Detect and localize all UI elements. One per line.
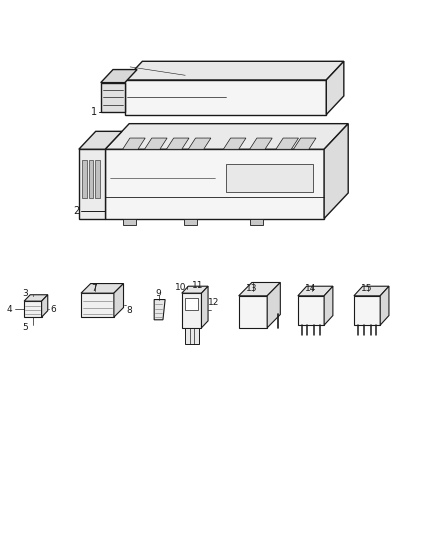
Polygon shape: [185, 298, 198, 310]
Polygon shape: [354, 286, 389, 296]
Polygon shape: [182, 286, 208, 293]
Polygon shape: [380, 286, 389, 325]
Polygon shape: [101, 69, 137, 83]
Polygon shape: [105, 124, 348, 149]
Polygon shape: [298, 286, 333, 296]
Polygon shape: [326, 61, 344, 115]
Polygon shape: [324, 286, 333, 325]
Polygon shape: [267, 282, 280, 328]
Text: 2: 2: [74, 206, 80, 215]
Polygon shape: [79, 149, 105, 219]
Text: 9: 9: [155, 289, 162, 297]
Text: 1: 1: [91, 107, 97, 117]
Text: 3: 3: [22, 289, 28, 297]
Polygon shape: [114, 284, 124, 317]
Text: 12: 12: [208, 298, 219, 307]
Text: 15: 15: [361, 285, 373, 293]
Text: 4: 4: [7, 305, 12, 313]
Polygon shape: [154, 300, 165, 320]
Polygon shape: [276, 138, 299, 149]
Polygon shape: [95, 160, 100, 198]
Polygon shape: [24, 295, 48, 301]
Polygon shape: [324, 124, 348, 219]
Polygon shape: [24, 301, 42, 317]
Text: 10: 10: [175, 284, 187, 292]
Polygon shape: [184, 219, 197, 225]
Polygon shape: [223, 138, 246, 149]
Polygon shape: [81, 293, 114, 317]
Polygon shape: [82, 160, 87, 198]
Polygon shape: [188, 138, 211, 149]
Polygon shape: [125, 61, 344, 80]
Text: 14: 14: [305, 285, 317, 293]
Polygon shape: [145, 138, 167, 149]
Polygon shape: [239, 282, 280, 296]
Polygon shape: [250, 219, 263, 225]
Polygon shape: [250, 138, 272, 149]
Text: 6: 6: [50, 305, 57, 313]
Text: 7: 7: [91, 285, 97, 293]
Polygon shape: [101, 83, 125, 112]
Polygon shape: [298, 296, 324, 325]
Text: 5: 5: [22, 324, 28, 332]
Polygon shape: [239, 296, 267, 328]
Polygon shape: [185, 328, 198, 344]
Polygon shape: [226, 164, 313, 192]
Polygon shape: [166, 138, 189, 149]
Text: 13: 13: [246, 285, 258, 293]
Polygon shape: [354, 296, 380, 325]
Polygon shape: [123, 219, 136, 225]
Text: 8: 8: [127, 306, 133, 314]
Polygon shape: [201, 286, 208, 328]
Polygon shape: [42, 295, 48, 317]
Polygon shape: [182, 293, 201, 328]
Polygon shape: [105, 149, 324, 219]
Polygon shape: [89, 160, 93, 198]
Polygon shape: [125, 80, 326, 115]
Polygon shape: [79, 131, 122, 149]
Polygon shape: [293, 138, 316, 149]
Polygon shape: [81, 284, 124, 293]
Polygon shape: [123, 138, 145, 149]
Text: 11: 11: [192, 281, 204, 290]
